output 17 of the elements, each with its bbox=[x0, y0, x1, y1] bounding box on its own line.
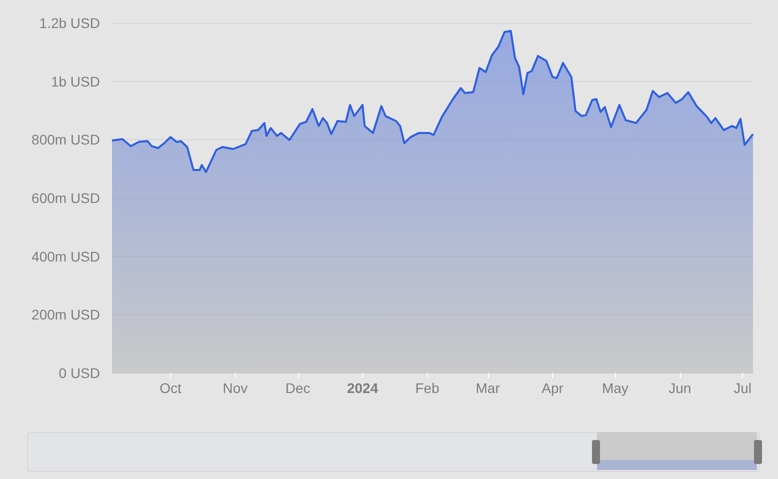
x-tick-label: Apr bbox=[542, 380, 564, 396]
y-tick-label: 400m USD bbox=[32, 248, 100, 264]
y-tick-label: 1b USD bbox=[50, 73, 100, 90]
x-tick-label: 2024 bbox=[346, 380, 378, 396]
x-tick-label: Jun bbox=[668, 380, 692, 396]
y-tick-label: 600m USD bbox=[32, 190, 100, 206]
y-tick-label: 800m USD bbox=[32, 132, 100, 148]
x-tick-label: May bbox=[602, 380, 628, 396]
x-tick-label: Feb bbox=[415, 380, 440, 396]
x-tick-label: Dec bbox=[285, 380, 310, 396]
x-tick-label: Oct bbox=[160, 380, 182, 396]
y-tick-label: 1.2b USD bbox=[39, 15, 100, 31]
x-tick-label: Nov bbox=[222, 380, 248, 396]
x-tick-label: Mar bbox=[476, 380, 500, 396]
y-tick-label: 200m USD bbox=[32, 306, 100, 323]
y-tick-label: 0 USD bbox=[58, 365, 100, 381]
x-tick-label: Jul bbox=[734, 380, 752, 396]
